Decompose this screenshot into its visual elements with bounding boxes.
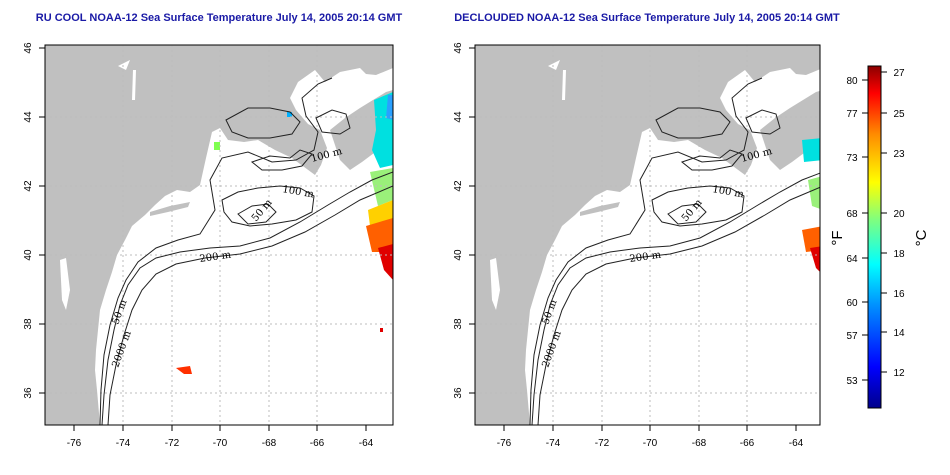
svg-text:-76: -76 [497, 438, 512, 449]
svg-text:40: 40 [23, 249, 34, 261]
svg-text:42: 42 [453, 180, 464, 192]
svg-text:73: 73 [846, 153, 858, 164]
svg-text:100 m: 100 m [711, 184, 745, 200]
svg-text:53: 53 [846, 376, 858, 387]
svg-text:-72: -72 [165, 438, 180, 449]
svg-text:80: 80 [846, 76, 858, 87]
svg-text:-68: -68 [262, 438, 277, 449]
panel-title: DECLOUDED NOAA-12 Sea Surface Temperatur… [454, 12, 840, 24]
sst-data [176, 92, 393, 374]
chesapeake-bay [490, 258, 500, 310]
lat-axis [39, 47, 45, 394]
lon-tick-labels: -76 -74 -72 -70 -68 -66 -64 [67, 438, 374, 449]
svg-text:50 m: 50 m [250, 197, 275, 224]
svg-text:18: 18 [893, 249, 905, 260]
svg-text:-76: -76 [67, 438, 82, 449]
lake [548, 60, 560, 70]
svg-text:-68: -68 [692, 438, 707, 449]
colorbar-gradient [867, 65, 882, 409]
bathymetry-contours [99, 77, 393, 425]
lat-tick-labels: 36 38 40 42 44 46 [23, 42, 34, 399]
panel-title: RU COOL NOAA-12 Sea Surface Temperature … [36, 12, 403, 24]
svg-text:38: 38 [453, 318, 464, 330]
svg-text:38: 38 [23, 318, 34, 330]
svg-text:44: 44 [23, 111, 34, 123]
svg-text:36: 36 [23, 387, 34, 399]
map-panel-declouded: DECLOUDED NOAA-12 Sea Surface Temperatur… [453, 12, 840, 449]
svg-text:100 m: 100 m [281, 184, 315, 200]
long-island [580, 202, 620, 216]
celsius-label: °C [913, 229, 930, 246]
svg-text:23: 23 [893, 149, 905, 160]
colorbar-f-ticks [862, 79, 868, 381]
svg-text:-66: -66 [740, 438, 755, 449]
svg-text:77: 77 [846, 109, 858, 120]
svg-text:2000 m: 2000 m [110, 329, 134, 369]
colorbar-c-labels: 27 25 23 20 18 16 14 12 [893, 68, 905, 379]
svg-text:2000 m: 2000 m [540, 329, 564, 369]
colorbar-c-ticks [881, 71, 887, 373]
temperature-colorbar: 80 77 73 68 64 60 57 53 27 25 23 20 18 1… [829, 65, 930, 409]
lake-champlain [562, 70, 566, 100]
lon-axis [503, 425, 797, 431]
svg-text:25: 25 [893, 109, 905, 120]
chesapeake-bay [60, 258, 70, 310]
svg-text:-64: -64 [359, 438, 374, 449]
svg-text:50 m: 50 m [680, 197, 705, 224]
svg-text:68: 68 [846, 209, 858, 220]
svg-text:60: 60 [846, 298, 858, 309]
svg-text:-66: -66 [310, 438, 325, 449]
svg-text:46: 46 [453, 42, 464, 54]
svg-text:50 m: 50 m [540, 298, 559, 326]
svg-text:46: 46 [23, 42, 34, 54]
lake-champlain [132, 70, 136, 100]
svg-text:20: 20 [893, 209, 905, 220]
graticule [475, 45, 820, 425]
lat-tick-labels: 36 38 40 42 44 46 [453, 42, 464, 399]
svg-text:14: 14 [893, 328, 905, 339]
lon-tick-labels: -76 -74 -72 -70 -68 -66 -64 [497, 438, 804, 449]
svg-text:-70: -70 [213, 438, 228, 449]
lon-axis [73, 425, 367, 431]
fahrenheit-label: °F [829, 230, 846, 245]
bathymetry-contours [529, 77, 820, 425]
land-mass [45, 45, 393, 425]
lake [118, 60, 130, 70]
svg-text:50 m: 50 m [110, 298, 129, 326]
svg-text:27: 27 [893, 68, 905, 79]
graticule [45, 45, 393, 425]
svg-text:12: 12 [893, 368, 905, 379]
svg-text:57: 57 [846, 331, 858, 342]
long-island [150, 202, 190, 216]
svg-text:-70: -70 [643, 438, 658, 449]
sst-data [802, 138, 820, 272]
map-frame [474, 44, 821, 426]
svg-text:36: 36 [453, 387, 464, 399]
svg-text:-64: -64 [789, 438, 804, 449]
land-mass [475, 45, 820, 425]
map-panel-clouded: RU COOL NOAA-12 Sea Surface Temperature … [23, 12, 402, 449]
svg-text:-74: -74 [546, 438, 561, 449]
svg-text:-74: -74 [116, 438, 131, 449]
svg-text:40: 40 [453, 249, 464, 261]
svg-text:44: 44 [453, 111, 464, 123]
lat-axis [469, 47, 475, 394]
colorbar-f-labels: 80 77 73 68 64 60 57 53 [846, 76, 858, 387]
svg-text:-72: -72 [595, 438, 610, 449]
svg-text:200 m: 200 m [629, 250, 662, 265]
svg-text:200 m: 200 m [199, 250, 232, 265]
svg-text:42: 42 [23, 180, 34, 192]
svg-text:16: 16 [893, 289, 905, 300]
svg-text:64: 64 [846, 254, 858, 265]
map-frame [44, 44, 394, 426]
